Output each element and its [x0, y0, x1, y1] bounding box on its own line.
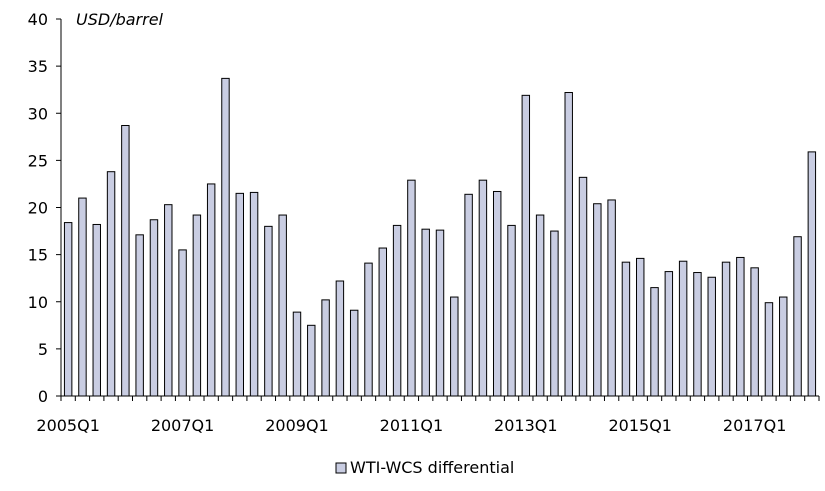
bar: [764, 302, 774, 397]
bar: [492, 190, 502, 397]
bar: [664, 271, 674, 397]
y-tick-label: 35: [28, 57, 48, 76]
bar: [650, 287, 659, 397]
y-tick-label: 40: [28, 10, 48, 29]
bar: [607, 199, 616, 397]
y-axis-unit-label: USD/barrel: [76, 10, 164, 29]
bar: [378, 247, 388, 397]
bar: [135, 234, 144, 397]
bar: [164, 204, 173, 397]
bar: [392, 224, 402, 397]
bar: [335, 280, 345, 397]
bar: [478, 179, 488, 397]
bar: [435, 229, 445, 397]
y-tick-label: 25: [28, 151, 48, 170]
y-tick-label: 0: [38, 387, 48, 406]
bar: [550, 230, 559, 397]
bar: [106, 171, 116, 397]
bars: [63, 77, 817, 397]
x-tick-label: 2007Q1: [151, 416, 215, 435]
y-tick-label: 10: [28, 293, 48, 312]
bar: [750, 267, 759, 397]
bar: [278, 214, 287, 397]
bar: [292, 311, 302, 397]
bar: [521, 94, 531, 397]
bar: [564, 92, 573, 397]
bar: [364, 262, 373, 397]
y-tick-label: 15: [28, 246, 48, 265]
x-tick-label: 2013Q1: [494, 416, 558, 435]
y-tick-label: 30: [28, 104, 48, 123]
y-tick-label: 5: [38, 340, 48, 359]
bar: [349, 309, 359, 397]
bar: [221, 77, 230, 397]
bar: [178, 249, 187, 397]
bar: [149, 219, 159, 397]
bar: [507, 224, 516, 397]
y-axis: 0 5 10 15 20 25 30 35 40: [28, 10, 62, 406]
x-tick-label: 2017Q1: [723, 416, 787, 435]
bar: [693, 272, 702, 397]
x-tick-label: 2009Q1: [265, 416, 329, 435]
bar: [235, 192, 244, 397]
bar: [593, 203, 602, 397]
bar: [621, 261, 631, 397]
bar: [535, 214, 545, 397]
x-tick-label: 2015Q1: [608, 416, 672, 435]
y-tick-label: 20: [28, 199, 48, 218]
bar: [121, 125, 130, 397]
bar: [307, 324, 316, 397]
bar: [578, 176, 588, 397]
bar: [321, 299, 330, 397]
bar: [678, 260, 688, 397]
legend-label: WTI-WCS differential: [350, 458, 514, 477]
bar: [636, 257, 645, 397]
bar: [78, 197, 87, 397]
bar: [793, 236, 802, 397]
bar: [707, 276, 716, 397]
bar: [63, 222, 73, 397]
legend: WTI-WCS differential: [335, 458, 514, 477]
bar: [92, 223, 101, 397]
bar: [736, 256, 745, 397]
x-tick-label: 2011Q1: [380, 416, 444, 435]
bar: [779, 296, 788, 397]
x-tick-label: 2005Q1: [36, 416, 100, 435]
bar: [421, 228, 430, 397]
bar: [807, 151, 817, 397]
legend-swatch: [335, 462, 347, 474]
bar: [407, 179, 416, 397]
bar: [264, 225, 273, 397]
bar: [249, 191, 259, 397]
bar: [192, 214, 202, 397]
bar: [721, 261, 731, 397]
bar: [464, 193, 473, 397]
bar: [206, 183, 216, 397]
bar: [450, 296, 459, 397]
x-axis: 2005Q1 2007Q1 2009Q1 2011Q1 2013Q1 2015Q1 2017…: [36, 395, 820, 435]
